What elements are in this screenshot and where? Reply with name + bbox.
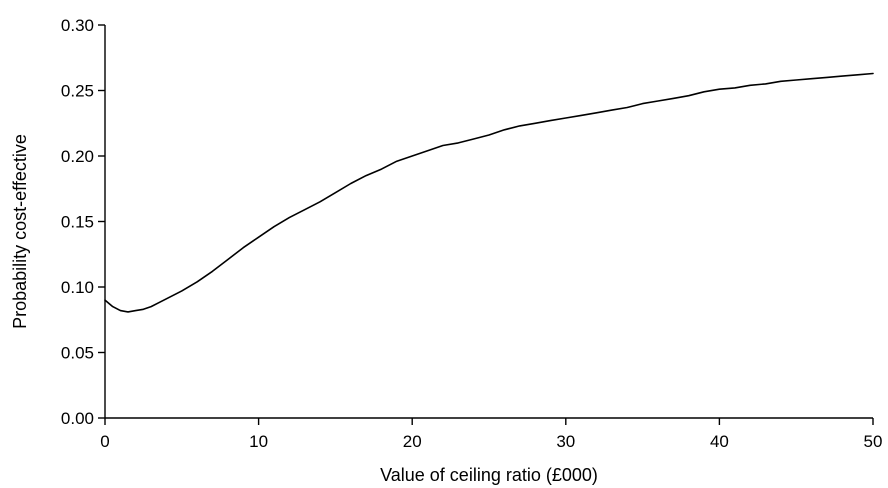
y-ticks: 0.00 0.05 0.10 0.15 0.20 0.25 0.30	[61, 16, 105, 428]
x-tick-label: 10	[249, 432, 268, 451]
series-line	[104, 72, 874, 313]
x-axis: 0 10 20 30 40 50	[100, 417, 882, 451]
y-axis: 0.00 0.05 0.10 0.15 0.20 0.25 0.30	[61, 16, 106, 428]
y-tick-label: 0.30	[61, 16, 94, 35]
x-axis-label: Value of ceiling ratio (£000)	[380, 465, 598, 485]
y-axis-label: Probability cost-effective	[10, 134, 30, 329]
y-tick-label: 0.10	[61, 278, 94, 297]
x-ticks: 0 10 20 30 40 50	[100, 418, 882, 451]
y-tick-label: 0.25	[61, 82, 94, 101]
series-group	[104, 72, 874, 313]
x-tick-label: 0	[100, 432, 109, 451]
y-tick-label: 0.15	[61, 213, 94, 232]
x-tick-label: 50	[864, 432, 883, 451]
x-tick-label: 40	[710, 432, 729, 451]
x-tick-label: 20	[403, 432, 422, 451]
y-tick-label: 0.20	[61, 147, 94, 166]
x-tick-label: 30	[556, 432, 575, 451]
y-tick-label: 0.00	[61, 409, 94, 428]
y-tick-label: 0.05	[61, 344, 94, 363]
